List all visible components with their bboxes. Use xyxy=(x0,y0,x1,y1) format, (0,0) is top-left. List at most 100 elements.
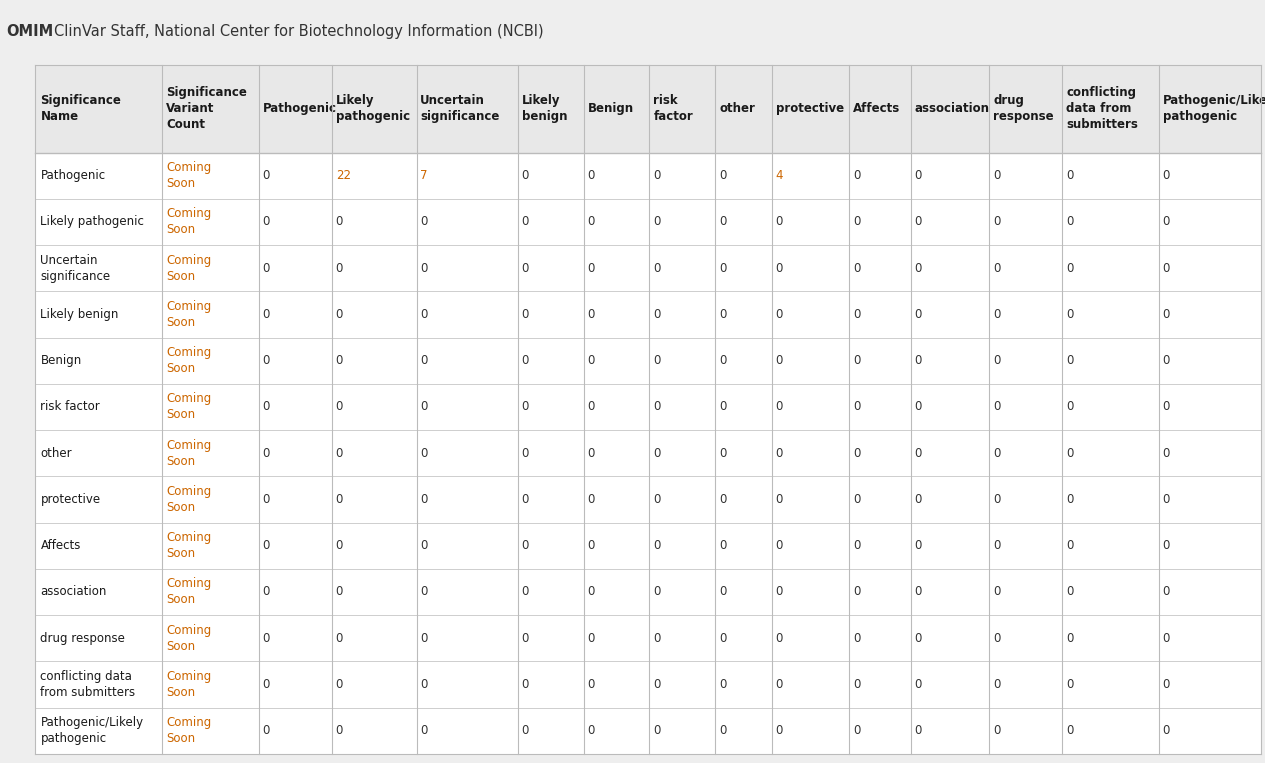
Text: 0: 0 xyxy=(521,401,529,414)
Text: 0: 0 xyxy=(854,585,860,598)
Text: 0: 0 xyxy=(1163,262,1170,275)
Text: risk factor: risk factor xyxy=(40,401,100,414)
Text: 0: 0 xyxy=(720,724,726,737)
Text: 0: 0 xyxy=(521,493,529,506)
Text: 0: 0 xyxy=(993,632,1001,645)
Text: 0: 0 xyxy=(1066,262,1074,275)
Text: 0: 0 xyxy=(854,493,860,506)
Text: 0: 0 xyxy=(1066,308,1074,321)
Text: 0: 0 xyxy=(993,446,1001,460)
Text: 0: 0 xyxy=(775,632,783,645)
Text: 0: 0 xyxy=(1163,493,1170,506)
Text: Significance
Name: Significance Name xyxy=(40,94,121,124)
Text: 0: 0 xyxy=(653,262,660,275)
Text: Coming
Soon: Coming Soon xyxy=(166,392,211,421)
Text: 0: 0 xyxy=(1066,354,1074,367)
Text: 0: 0 xyxy=(854,446,860,460)
Text: 0: 0 xyxy=(653,632,660,645)
Text: 0: 0 xyxy=(263,215,271,228)
Text: 0: 0 xyxy=(720,493,726,506)
Text: 7: 7 xyxy=(420,169,428,182)
Text: 0: 0 xyxy=(854,215,860,228)
Text: 0: 0 xyxy=(335,724,343,737)
Text: 0: 0 xyxy=(587,493,595,506)
Text: 0: 0 xyxy=(420,539,428,552)
Text: 0: 0 xyxy=(335,446,343,460)
Text: 0: 0 xyxy=(587,215,595,228)
Text: 0: 0 xyxy=(653,354,660,367)
Text: 0: 0 xyxy=(263,678,271,691)
Text: 0: 0 xyxy=(335,354,343,367)
Text: 0: 0 xyxy=(854,308,860,321)
Text: 0: 0 xyxy=(263,585,271,598)
Text: 0: 0 xyxy=(587,169,595,182)
Text: 0: 0 xyxy=(720,308,726,321)
Text: Likely
benign: Likely benign xyxy=(521,94,567,124)
Text: 0: 0 xyxy=(775,678,783,691)
Bar xyxy=(35,65,1261,153)
Text: 0: 0 xyxy=(587,678,595,691)
Text: 0: 0 xyxy=(915,446,922,460)
Text: 0: 0 xyxy=(653,308,660,321)
Text: 0: 0 xyxy=(521,539,529,552)
Text: association: association xyxy=(915,102,989,115)
Text: 0: 0 xyxy=(775,724,783,737)
Text: 0: 0 xyxy=(854,354,860,367)
Text: 0: 0 xyxy=(263,401,271,414)
Text: conflicting data
from submitters: conflicting data from submitters xyxy=(40,670,135,699)
Text: 0: 0 xyxy=(263,308,271,321)
Text: 0: 0 xyxy=(335,585,343,598)
Text: 0: 0 xyxy=(1163,401,1170,414)
Text: 0: 0 xyxy=(1066,215,1074,228)
Text: 0: 0 xyxy=(1066,585,1074,598)
Text: 0: 0 xyxy=(915,401,922,414)
Text: 0: 0 xyxy=(420,632,428,645)
Text: 0: 0 xyxy=(720,446,726,460)
Text: 0: 0 xyxy=(653,585,660,598)
Text: Coming
Soon: Coming Soon xyxy=(166,716,211,745)
Text: 0: 0 xyxy=(521,632,529,645)
Text: Likely
pathogenic: Likely pathogenic xyxy=(335,94,410,124)
Text: 0: 0 xyxy=(1163,585,1170,598)
Text: 0: 0 xyxy=(1163,169,1170,182)
Text: 0: 0 xyxy=(263,493,271,506)
Text: 0: 0 xyxy=(420,678,428,691)
Text: 0: 0 xyxy=(993,493,1001,506)
Text: 0: 0 xyxy=(915,539,922,552)
Text: 0: 0 xyxy=(915,169,922,182)
Text: Coming
Soon: Coming Soon xyxy=(166,208,211,237)
Text: 0: 0 xyxy=(993,354,1001,367)
Text: 0: 0 xyxy=(1066,446,1074,460)
Text: 0: 0 xyxy=(775,262,783,275)
Text: 0: 0 xyxy=(587,262,595,275)
Text: 0: 0 xyxy=(993,215,1001,228)
Text: Coming
Soon: Coming Soon xyxy=(166,439,211,468)
Text: 0: 0 xyxy=(263,169,271,182)
Text: Coming
Soon: Coming Soon xyxy=(166,531,211,560)
Text: 0: 0 xyxy=(915,678,922,691)
Text: 0: 0 xyxy=(335,632,343,645)
Text: 0: 0 xyxy=(587,632,595,645)
Text: 0: 0 xyxy=(263,632,271,645)
Text: 0: 0 xyxy=(335,493,343,506)
Text: protective: protective xyxy=(40,493,101,506)
Text: 0: 0 xyxy=(335,539,343,552)
Text: 0: 0 xyxy=(587,446,595,460)
Text: Coming
Soon: Coming Soon xyxy=(166,300,211,329)
Text: 0: 0 xyxy=(775,401,783,414)
Text: 0: 0 xyxy=(420,724,428,737)
Text: 0: 0 xyxy=(915,724,922,737)
Text: 0: 0 xyxy=(420,493,428,506)
Text: drug response: drug response xyxy=(40,632,125,645)
Text: 0: 0 xyxy=(1163,632,1170,645)
Text: other: other xyxy=(40,446,72,460)
Text: 0: 0 xyxy=(915,493,922,506)
Text: 0: 0 xyxy=(263,262,271,275)
Text: 0: 0 xyxy=(720,632,726,645)
Text: 0: 0 xyxy=(521,585,529,598)
Text: 0: 0 xyxy=(653,446,660,460)
Text: 0: 0 xyxy=(335,678,343,691)
Text: 0: 0 xyxy=(420,401,428,414)
Text: 0: 0 xyxy=(775,308,783,321)
Text: Affects: Affects xyxy=(854,102,901,115)
